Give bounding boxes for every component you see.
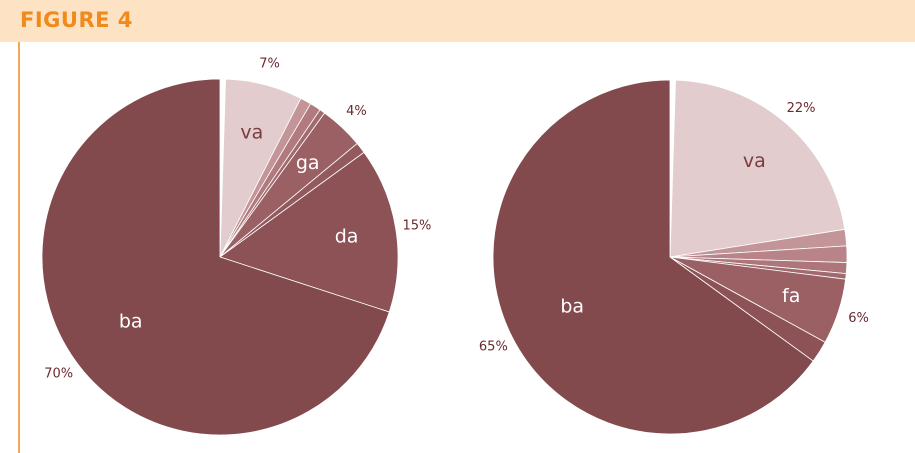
slice-label: ga bbox=[296, 152, 320, 174]
pie-slice bbox=[41, 78, 390, 436]
value-label: 22% bbox=[787, 101, 816, 116]
slice-label: va bbox=[240, 121, 263, 143]
slice-label: va bbox=[743, 150, 766, 172]
pie-slice bbox=[492, 79, 814, 435]
slice-label: da bbox=[335, 225, 359, 247]
value-label: 6% bbox=[848, 311, 869, 326]
value-label: 4% bbox=[346, 104, 367, 119]
slice-label: ba bbox=[119, 310, 143, 332]
pie-slice bbox=[219, 151, 399, 313]
slice-label: ba bbox=[560, 295, 584, 317]
value-label: 15% bbox=[402, 218, 431, 233]
header: FIGURE 4 bbox=[0, 0, 915, 42]
slice-label: fa bbox=[782, 285, 800, 307]
border bbox=[18, 42, 20, 453]
value-label: 65% bbox=[479, 339, 508, 354]
value-label: 70% bbox=[44, 367, 73, 382]
value-label: 7% bbox=[259, 56, 280, 71]
pie-slice bbox=[669, 79, 846, 258]
figure-title: FIGURE 4 bbox=[20, 8, 133, 32]
